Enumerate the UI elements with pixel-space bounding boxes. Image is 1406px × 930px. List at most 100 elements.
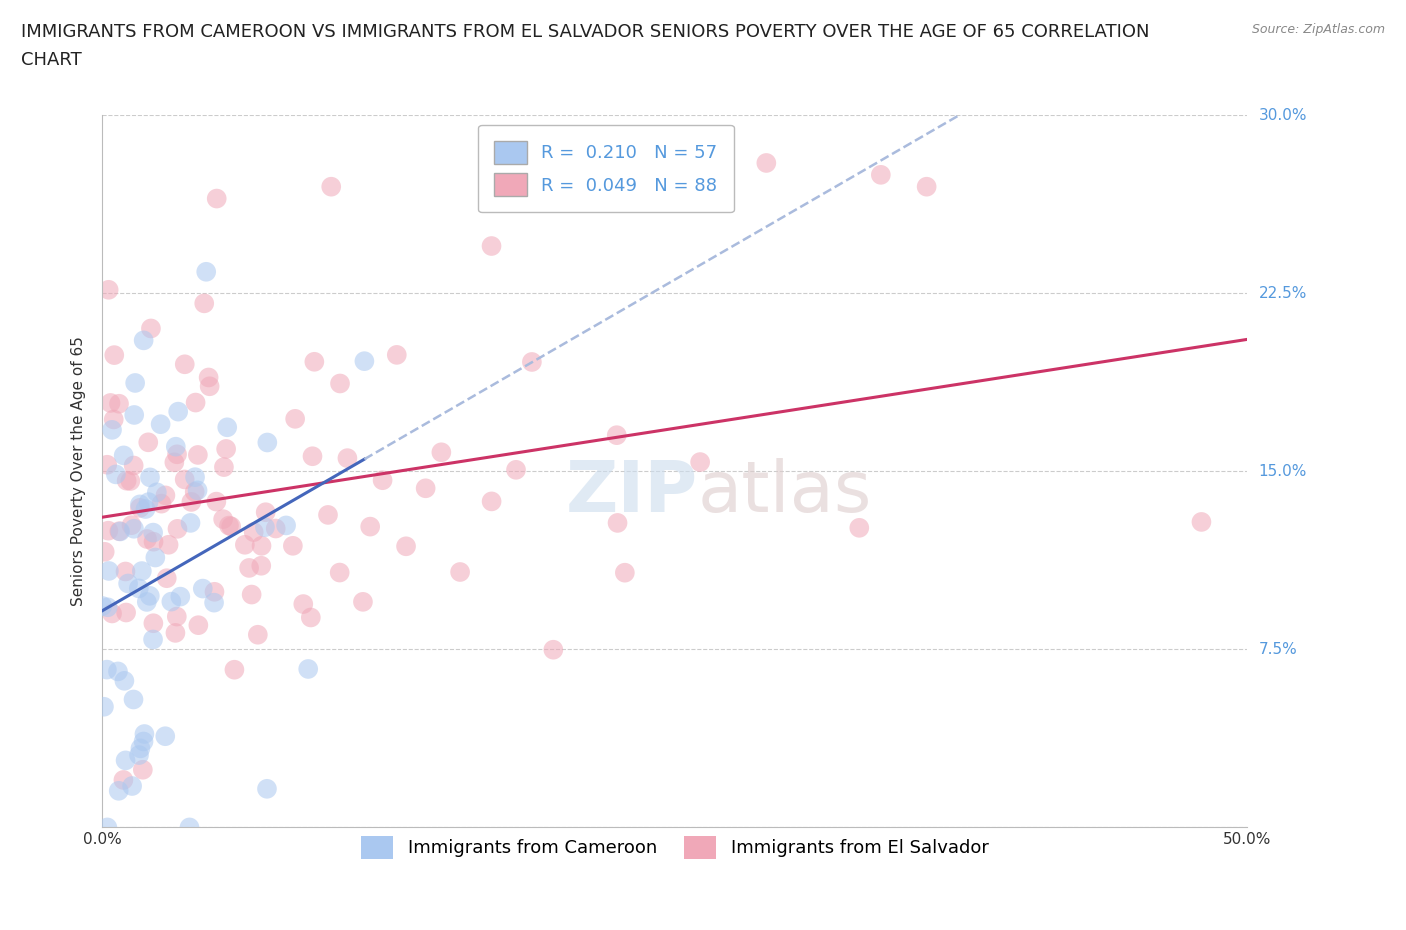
Text: 15.0%: 15.0%	[1258, 464, 1308, 479]
Point	[316, 508, 339, 523]
Point	[274, 518, 297, 533]
Point	[1191, 514, 1213, 529]
Point	[91, 599, 114, 614]
Point	[155, 488, 177, 503]
Point	[134, 726, 156, 741]
Point	[205, 192, 228, 206]
Point	[169, 590, 191, 604]
Point	[238, 561, 260, 576]
Point	[146, 485, 169, 499]
Point	[112, 773, 135, 788]
Point	[112, 673, 135, 688]
Point	[122, 458, 145, 473]
Point	[139, 321, 162, 336]
Point	[173, 357, 195, 372]
Point	[329, 376, 352, 391]
Point	[117, 576, 139, 591]
Point	[264, 521, 287, 536]
Point	[254, 505, 277, 520]
Point	[606, 515, 628, 530]
Point	[115, 473, 138, 488]
Legend: Immigrants from Cameroon, Immigrants from El Salvador: Immigrants from Cameroon, Immigrants fro…	[352, 827, 998, 869]
Point	[101, 606, 124, 621]
Point	[93, 544, 115, 559]
Point	[242, 525, 264, 539]
Point	[304, 354, 326, 369]
Point	[430, 445, 453, 459]
Text: Source: ZipAtlas.com: Source: ZipAtlas.com	[1251, 23, 1385, 36]
Point	[150, 497, 173, 512]
Point	[415, 481, 437, 496]
Point	[129, 500, 152, 515]
Point	[292, 597, 315, 612]
Point	[142, 616, 165, 631]
Point	[246, 628, 269, 643]
Point	[121, 518, 143, 533]
Point	[96, 820, 118, 835]
Point	[142, 534, 165, 549]
Point	[212, 512, 235, 526]
Point	[93, 699, 115, 714]
Point	[121, 778, 143, 793]
Point	[284, 411, 307, 426]
Point	[122, 522, 145, 537]
Point	[108, 524, 131, 538]
Point	[613, 565, 636, 580]
Point	[103, 412, 125, 427]
Point	[160, 594, 183, 609]
Point	[329, 565, 352, 580]
Point	[104, 467, 127, 482]
Point	[191, 581, 214, 596]
Point	[115, 605, 138, 620]
Point	[139, 470, 162, 485]
Point	[481, 494, 503, 509]
Point	[139, 589, 162, 604]
Y-axis label: Seniors Poverty Over the Age of 65: Seniors Poverty Over the Age of 65	[72, 337, 86, 606]
Point	[915, 179, 938, 194]
Point	[250, 558, 273, 573]
Point	[180, 515, 202, 530]
Point	[689, 455, 711, 470]
Point	[193, 296, 215, 311]
Point	[359, 519, 381, 534]
Point	[101, 422, 124, 437]
Point	[122, 407, 145, 422]
Point	[219, 519, 242, 534]
Point	[129, 497, 152, 512]
Point	[142, 632, 165, 647]
Point	[142, 525, 165, 540]
Point	[100, 395, 122, 410]
Point	[336, 451, 359, 466]
Point	[96, 662, 118, 677]
Point	[156, 571, 179, 586]
Point	[132, 734, 155, 749]
Point	[132, 763, 155, 777]
Point	[143, 550, 166, 565]
Point	[166, 522, 188, 537]
Point	[136, 532, 159, 547]
Point	[240, 587, 263, 602]
Point	[352, 594, 374, 609]
Point	[253, 520, 276, 535]
Point	[215, 442, 238, 457]
Point	[198, 379, 221, 393]
Point	[184, 395, 207, 410]
Point	[449, 565, 471, 579]
Point	[187, 483, 209, 498]
Point	[120, 473, 142, 488]
Point	[166, 446, 188, 461]
Point	[353, 353, 375, 368]
Point	[97, 283, 120, 298]
Point	[250, 538, 273, 553]
Point	[606, 428, 628, 443]
Point	[131, 564, 153, 578]
Point	[167, 405, 190, 419]
Point	[128, 581, 150, 596]
Point	[180, 495, 202, 510]
Point	[755, 155, 778, 170]
Point	[107, 783, 129, 798]
Point	[165, 439, 187, 454]
Point	[124, 376, 146, 391]
Point	[321, 179, 343, 194]
Point	[195, 264, 218, 279]
